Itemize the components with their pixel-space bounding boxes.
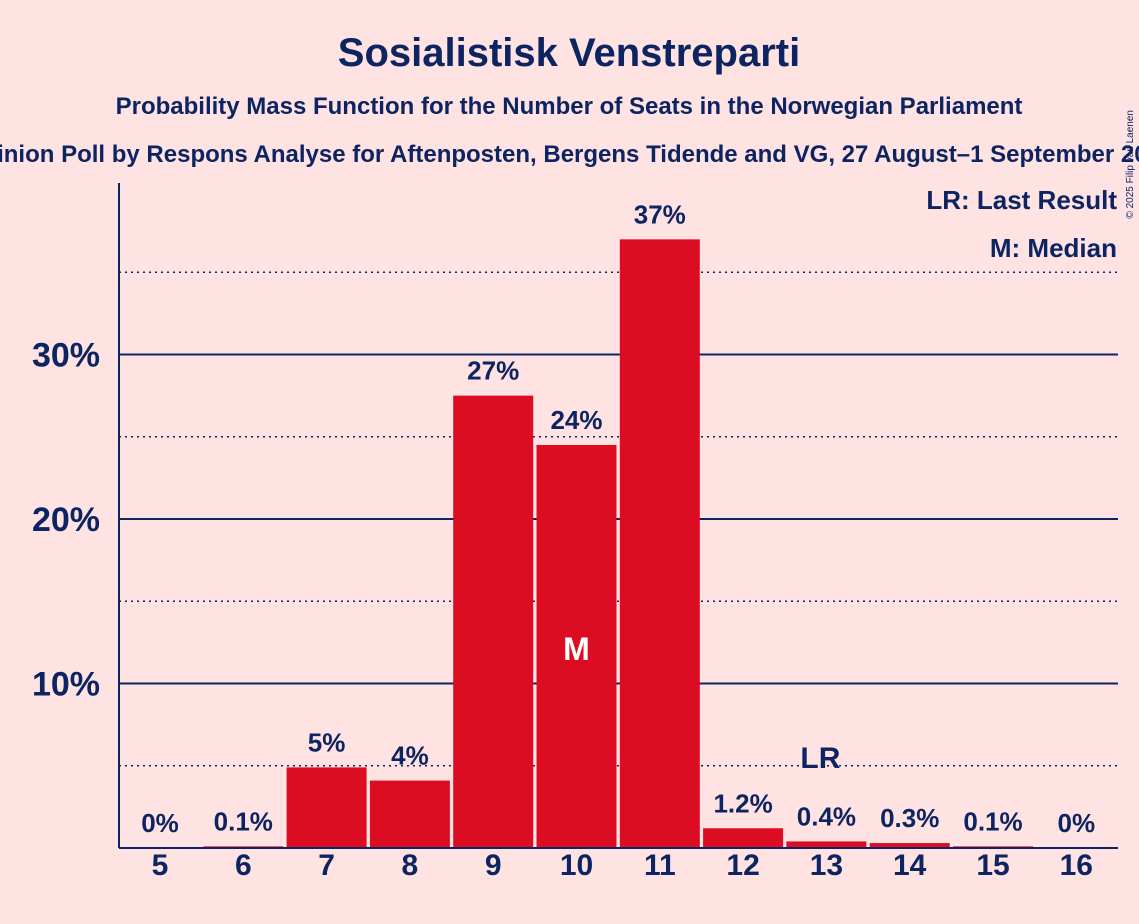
x-tick-label: 5: [152, 849, 169, 882]
data-label-7: 5%: [308, 727, 346, 757]
legend-last-result: LR: Last Result: [926, 185, 1117, 215]
bar-9: [453, 395, 534, 848]
data-label-11: 37%: [634, 199, 686, 229]
data-label-6: 0.1%: [214, 806, 273, 836]
data-label-14: 0.3%: [880, 803, 939, 833]
data-label-5: 0%: [141, 808, 179, 838]
x-tick-label: 9: [485, 849, 502, 882]
x-tick-label: 16: [1060, 849, 1093, 882]
x-tick-label: 15: [976, 849, 1009, 882]
last-result-marker: LR: [800, 742, 840, 775]
chart-title: Sosialistisk Venstreparti: [338, 31, 800, 75]
data-label-13: 0.4%: [797, 801, 856, 831]
data-label-12: 1.2%: [713, 788, 772, 818]
bar-11: [619, 239, 700, 849]
chart-subtitle: Probability Mass Function for the Number…: [116, 93, 1023, 120]
bar-12: [703, 828, 784, 848]
x-tick-label: 10: [560, 849, 593, 882]
bar-13: [786, 841, 867, 848]
axes: 10% 20% 30% 5 6 7 8 9 10 11 12 13 14 15 16: [32, 183, 1118, 882]
y-tick-label: 10%: [32, 666, 100, 704]
y-tick-label: 20%: [32, 501, 100, 539]
x-tick-label: 14: [893, 849, 927, 882]
data-label-16: 0%: [1058, 808, 1096, 838]
median-marker: M: [563, 631, 590, 667]
bars: [203, 239, 1033, 849]
data-label-8: 4%: [391, 741, 429, 771]
y-tick-label: 30%: [32, 337, 100, 375]
x-tick-label: 12: [726, 849, 759, 882]
x-tick-label: 13: [810, 849, 843, 882]
gridlines: [119, 271, 1118, 767]
bar-7: [286, 767, 367, 848]
x-tick-label: 8: [402, 849, 419, 882]
legend-median: M: Median: [990, 233, 1117, 263]
bar-8: [369, 780, 450, 848]
data-label-10: 24%: [550, 405, 602, 435]
x-tick-label: 6: [235, 849, 252, 882]
data-label-15: 0.1%: [963, 806, 1022, 836]
x-tick-label: 11: [644, 849, 676, 882]
copyright-text: © 2025 Filip van Laenen: [1125, 110, 1136, 219]
bar-10: [536, 444, 617, 848]
chart-subtitle-poll: Opinion Poll by Respons Analyse for Afte…: [0, 141, 1139, 168]
data-labels: 0% 0.1% 5% 4% 27% 24% M 37% 1.2% 0.4% LR 0.3% 0.1% 0%: [141, 199, 1095, 838]
data-label-9: 27%: [467, 356, 519, 386]
x-tick-label: 7: [318, 849, 335, 882]
bar-14: [869, 843, 950, 848]
